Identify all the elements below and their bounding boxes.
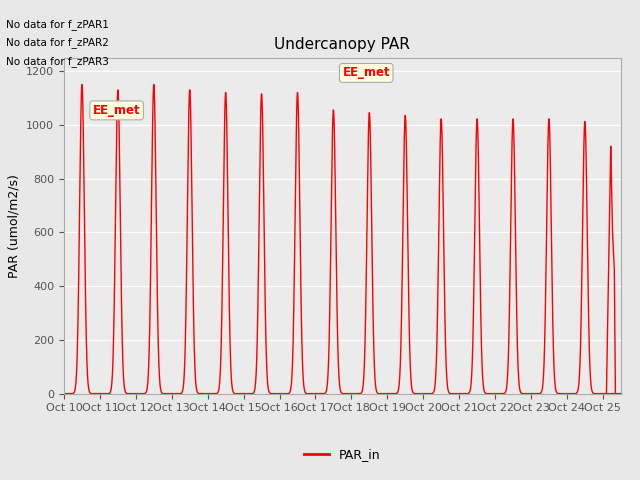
Text: No data for f_zPAR2: No data for f_zPAR2	[6, 37, 109, 48]
Text: No data for f_zPAR3: No data for f_zPAR3	[6, 56, 109, 67]
Y-axis label: PAR (umol/m2/s): PAR (umol/m2/s)	[8, 174, 20, 277]
Title: Undercanopy PAR: Undercanopy PAR	[275, 37, 410, 52]
Text: EE_met: EE_met	[342, 66, 390, 79]
Text: No data for f_zPAR1: No data for f_zPAR1	[6, 19, 109, 30]
Legend: PAR_in: PAR_in	[299, 444, 386, 467]
Text: EE_met: EE_met	[93, 104, 140, 117]
